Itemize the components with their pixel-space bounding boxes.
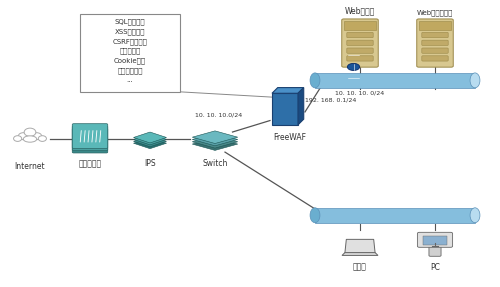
FancyBboxPatch shape <box>422 40 448 45</box>
Polygon shape <box>134 132 166 143</box>
Bar <box>315 73 475 88</box>
Text: 传统防火墙: 传统防火墙 <box>78 159 102 168</box>
FancyBboxPatch shape <box>418 232 452 247</box>
FancyBboxPatch shape <box>347 56 373 61</box>
Text: Cookie防护: Cookie防护 <box>114 57 146 64</box>
Polygon shape <box>298 88 304 125</box>
FancyBboxPatch shape <box>422 32 448 38</box>
Text: 笔记本: 笔记本 <box>353 263 367 272</box>
Polygon shape <box>134 136 166 147</box>
Ellipse shape <box>18 133 28 140</box>
Ellipse shape <box>24 128 36 136</box>
Polygon shape <box>192 131 238 144</box>
FancyBboxPatch shape <box>72 124 108 148</box>
Text: 10. 10. 10. 0/24: 10. 10. 10. 0/24 <box>335 90 384 95</box>
Text: 关键字防护: 关键字防护 <box>120 48 141 55</box>
FancyBboxPatch shape <box>342 19 378 67</box>
Text: 192. 168. 0.1/24: 192. 168. 0.1/24 <box>305 98 356 103</box>
Ellipse shape <box>470 208 480 223</box>
Polygon shape <box>272 93 298 125</box>
Polygon shape <box>272 88 304 93</box>
FancyBboxPatch shape <box>422 48 448 53</box>
Bar <box>315 208 475 223</box>
Ellipse shape <box>310 73 320 88</box>
Text: FreeWAF: FreeWAF <box>274 133 306 142</box>
FancyBboxPatch shape <box>72 128 108 153</box>
FancyBboxPatch shape <box>347 32 373 38</box>
Ellipse shape <box>348 63 360 71</box>
FancyBboxPatch shape <box>422 56 448 61</box>
FancyBboxPatch shape <box>347 40 373 45</box>
FancyBboxPatch shape <box>417 19 454 67</box>
Polygon shape <box>134 134 166 145</box>
FancyBboxPatch shape <box>80 14 180 92</box>
Text: 10. 10. 10.0/24: 10. 10. 10.0/24 <box>195 113 242 118</box>
Ellipse shape <box>32 133 42 140</box>
Polygon shape <box>192 135 238 148</box>
Ellipse shape <box>14 136 22 141</box>
FancyBboxPatch shape <box>429 244 441 256</box>
Polygon shape <box>342 253 378 255</box>
Text: XSS攻击防护: XSS攻击防护 <box>115 28 145 35</box>
Ellipse shape <box>23 136 37 142</box>
Text: ...: ... <box>126 77 134 83</box>
Polygon shape <box>192 138 238 150</box>
Bar <box>422 236 448 245</box>
FancyBboxPatch shape <box>72 126 108 151</box>
Polygon shape <box>192 133 238 146</box>
Bar <box>344 21 376 30</box>
Text: PC: PC <box>430 263 440 272</box>
Polygon shape <box>134 138 166 149</box>
Ellipse shape <box>470 73 480 88</box>
Ellipse shape <box>38 136 46 141</box>
FancyBboxPatch shape <box>347 48 373 53</box>
Polygon shape <box>345 239 375 253</box>
Text: Internet: Internet <box>14 162 46 171</box>
Text: SQL注入防护: SQL注入防护 <box>114 19 146 26</box>
Text: IPS: IPS <box>144 159 156 168</box>
Bar <box>419 21 451 30</box>
Ellipse shape <box>310 208 320 223</box>
Text: CSRF攻击防护: CSRF攻击防护 <box>112 38 148 45</box>
Text: 协议参数防护: 协议参数防护 <box>117 67 143 74</box>
Text: Switch: Switch <box>202 159 228 168</box>
Text: Web服务器: Web服务器 <box>345 7 375 16</box>
Text: Web应用服务器: Web应用服务器 <box>417 9 453 16</box>
